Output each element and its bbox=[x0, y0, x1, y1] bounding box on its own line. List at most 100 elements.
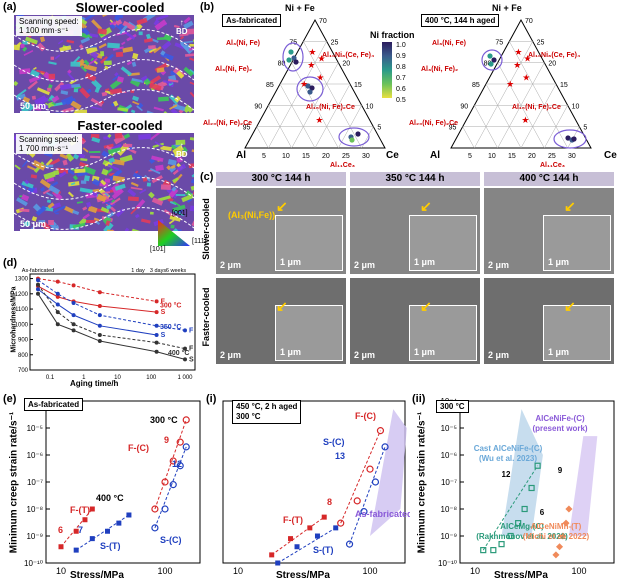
ipf-color-key bbox=[150, 212, 210, 252]
ternary-gridline bbox=[279, 83, 316, 149]
ebsd-grain bbox=[74, 168, 86, 174]
ebsd-grain bbox=[82, 213, 90, 220]
data-point bbox=[71, 300, 76, 305]
ebsd-grain bbox=[158, 96, 169, 102]
scale-bar-inset: 1 μm bbox=[280, 347, 302, 357]
phase-star: ★ bbox=[317, 53, 325, 63]
ternary-right-tick: 25 bbox=[331, 39, 339, 46]
panel-label-a: (a) bbox=[3, 1, 17, 13]
ebsd-grain bbox=[146, 182, 152, 187]
ebsd-grain bbox=[183, 16, 191, 24]
ebsd-grain bbox=[175, 193, 186, 197]
ternary-right-tick: 20 bbox=[342, 61, 350, 68]
phase-al11ce3-r: Al₁₁Ce₃ bbox=[540, 162, 565, 169]
melt-pool-boundary bbox=[14, 207, 194, 230]
ebsd-grain bbox=[169, 200, 177, 206]
ebsd-grain bbox=[47, 158, 61, 167]
y-tick-label: 1100 bbox=[15, 307, 29, 313]
apex-label-left: Ni + Fe bbox=[285, 3, 315, 13]
ebsd-grain bbox=[135, 23, 143, 30]
ebsd-grain bbox=[53, 205, 66, 214]
data-point bbox=[151, 505, 159, 513]
ebsd-grain bbox=[106, 229, 114, 231]
composition-point bbox=[571, 136, 577, 142]
annotation: S-(C) bbox=[323, 437, 345, 447]
ebsd-grain bbox=[168, 82, 174, 86]
ebsd-grain bbox=[138, 31, 143, 36]
annotation: 300 °C bbox=[150, 415, 178, 425]
ebsd-grain bbox=[81, 27, 90, 36]
ebsd-grain bbox=[104, 53, 115, 63]
ebsd-grain bbox=[46, 192, 54, 197]
as-fabricated-band bbox=[370, 409, 407, 536]
phase-al3nife2-r: Al₃(Ni, Fe)₂ bbox=[421, 66, 459, 73]
ebsd-grain bbox=[79, 87, 91, 99]
data-point bbox=[183, 357, 187, 362]
ebsd-grain bbox=[70, 182, 76, 186]
ni-fraction-colorbar bbox=[382, 42, 392, 98]
ebsd-grain bbox=[131, 78, 144, 83]
data-point bbox=[345, 540, 354, 548]
melt-pool-boundary bbox=[14, 59, 194, 82]
ebsd-grain bbox=[80, 180, 87, 184]
ebsd-grain bbox=[179, 33, 189, 37]
ebsd-grain bbox=[90, 97, 103, 107]
ebsd-grain bbox=[54, 54, 61, 60]
scale-bar-sem: 2 μm bbox=[354, 350, 376, 360]
ebsd-grain bbox=[181, 193, 194, 203]
ebsd-grain bbox=[130, 109, 136, 113]
data-point bbox=[507, 532, 514, 540]
composition-point bbox=[307, 89, 313, 95]
x-tick-label: 10 bbox=[114, 375, 121, 381]
annotation: 400 °C bbox=[96, 493, 124, 503]
ebsd-grain bbox=[109, 21, 117, 26]
ebsd-grain bbox=[188, 46, 194, 51]
ebsd-grain bbox=[84, 15, 96, 21]
data-point bbox=[269, 552, 275, 558]
composition-point bbox=[288, 49, 294, 55]
melt-pool-boundary bbox=[14, 29, 194, 52]
series-line bbox=[37, 279, 186, 331]
ebsd-grain bbox=[132, 95, 140, 102]
data-point bbox=[169, 481, 177, 489]
ebsd-map-fast bbox=[14, 133, 194, 231]
ebsd-grain bbox=[151, 155, 164, 162]
ebsd-grain bbox=[90, 133, 100, 139]
ternary-right-tick: 70 bbox=[319, 18, 327, 25]
apex-label-right: Ni + Fe bbox=[492, 3, 522, 13]
ylabel-d: Microhardness/MPa bbox=[10, 286, 18, 353]
data-point bbox=[528, 484, 535, 492]
scale-bar-inset: 1 μm bbox=[548, 257, 570, 267]
ebsd-grain bbox=[186, 28, 194, 35]
ebsd-grain bbox=[154, 19, 168, 31]
ebsd-grain bbox=[176, 70, 185, 79]
ebsd-grain bbox=[120, 66, 132, 77]
ebsd-grain bbox=[115, 15, 124, 19]
ternary-gridline bbox=[303, 41, 362, 149]
yellow-arrow-icon: ↙ bbox=[276, 198, 288, 214]
ebsd-grain bbox=[190, 183, 194, 191]
data-point bbox=[169, 457, 177, 465]
ebsd-grain bbox=[151, 197, 164, 206]
ebsd-grain bbox=[136, 105, 143, 112]
ebsd-grain bbox=[166, 165, 172, 171]
ebsd-grain bbox=[181, 146, 188, 153]
ebsd-grain bbox=[20, 43, 25, 49]
ebsd-grain bbox=[26, 165, 36, 171]
ebsd-grain bbox=[99, 56, 109, 64]
ebsd-grain bbox=[112, 159, 125, 166]
ebsd-grain bbox=[62, 159, 68, 166]
ebsd-grain bbox=[89, 33, 99, 38]
ebsd-grain bbox=[45, 158, 53, 166]
ternary-right-tick: 70 bbox=[525, 18, 533, 25]
annotation: As-fabricated bbox=[355, 509, 410, 519]
ebsd-grain bbox=[16, 197, 28, 207]
ebsd-grain bbox=[121, 41, 126, 46]
annotation: S-(T) bbox=[100, 541, 121, 551]
melt-pool-boundary bbox=[14, 89, 194, 112]
ebsd-grain bbox=[82, 147, 89, 153]
ebsd-grain bbox=[23, 100, 34, 112]
colorbar-title: Ni fraction bbox=[370, 30, 415, 40]
ebsd-grain bbox=[176, 156, 184, 163]
panel-label-i: (i) bbox=[206, 393, 217, 405]
